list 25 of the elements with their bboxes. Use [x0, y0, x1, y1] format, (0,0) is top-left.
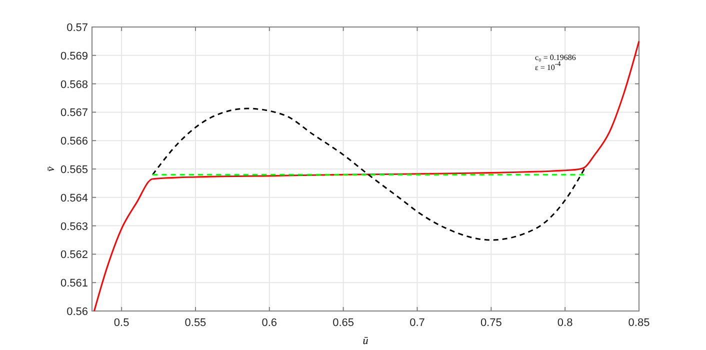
y-tick-label: 0.567: [60, 107, 88, 120]
x-axis-title: ū: [362, 335, 369, 347]
line-series: [152, 108, 586, 241]
x-tick-label: 0.5: [114, 317, 130, 329]
y-tick-label: 0.57: [66, 22, 88, 34]
y-tick-label: 0.564: [60, 192, 88, 204]
y-tick-label: 0.56: [66, 306, 88, 318]
x-tick-label: 0.6: [262, 317, 278, 329]
annotation: c₀ = 0.19686: [535, 53, 576, 62]
annotation: ε = 10$^{-4}$: [535, 60, 562, 72]
line-series: [93, 40, 640, 312]
x-tick-label: 0.75: [480, 317, 502, 329]
y-tick-label: 0.563: [60, 220, 88, 233]
y-axis-title: v̄: [45, 166, 57, 172]
y-tick-label: 0.561: [60, 278, 88, 290]
x-tick-label: 0.55: [184, 317, 206, 329]
y-tick-label: 0.569: [60, 50, 88, 62]
y-tick-label: 0.565: [60, 164, 88, 176]
y-tick-label: 0.562: [60, 249, 88, 262]
y-tick-label: 0.566: [60, 136, 88, 148]
x-tick-label: 0.8: [557, 317, 573, 329]
x-tick-label: 0.65: [332, 317, 354, 329]
y-tick-label: 0.568: [60, 78, 88, 91]
x-tick-label: 0.7: [410, 317, 425, 329]
x-tick-label: 0.85: [628, 317, 650, 329]
